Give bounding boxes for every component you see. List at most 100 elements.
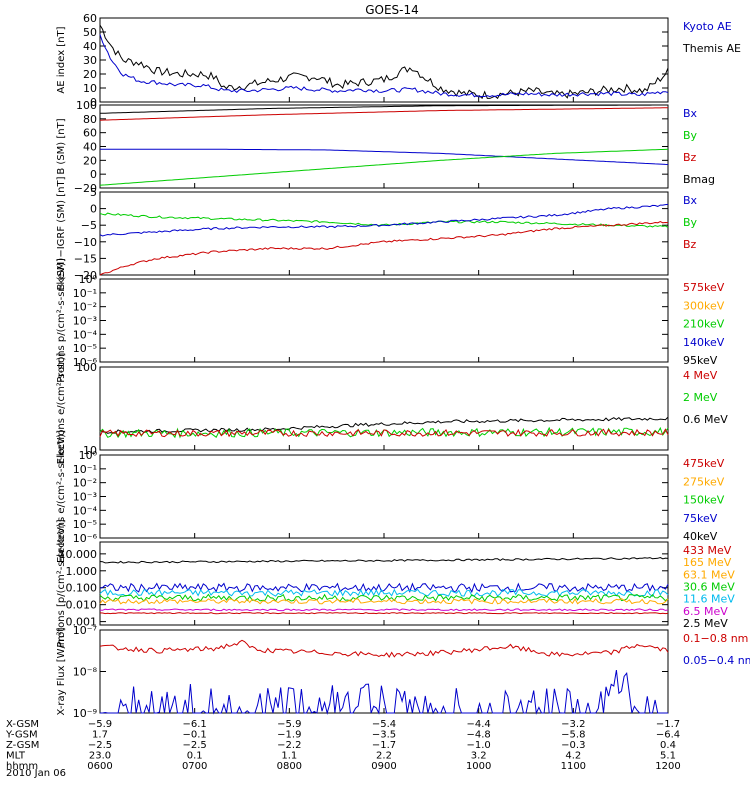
y-tick-label: 0: [90, 168, 97, 181]
legend-entry: 475keV: [683, 457, 725, 470]
x-tick-label: 1000: [466, 761, 491, 772]
y-tick-label: 0.010: [66, 599, 98, 612]
x-tick-label: −1.0: [467, 740, 491, 751]
y-tick-label: 10⁻⁶: [73, 532, 98, 545]
x-row-label: hhmm: [6, 761, 38, 772]
y-tick-label: 10⁻⁵: [73, 342, 97, 355]
x-tick-label: −1.7: [372, 740, 396, 751]
legend-entry: 40keV: [683, 530, 718, 543]
legend-entry: 433 MeV: [683, 544, 732, 557]
legend-entry: 165 MeV: [683, 556, 732, 569]
y-tick-label: 0: [90, 203, 97, 216]
legend-entry: 300keV: [683, 299, 725, 312]
series-line-Bz: [99, 220, 669, 276]
y-tick-label: 10⁻²: [73, 301, 97, 314]
y-tick-label: 5: [90, 186, 97, 199]
x-axis-table: X-GSMY-GSMZ-GSMMLThhmm−5.91.7−2.523.0060…: [5, 719, 681, 779]
legend-entry: 30.6 MeV: [683, 581, 735, 594]
y-tick-label: 10⁻⁹: [73, 707, 97, 720]
x-tick-label: 0900: [371, 761, 396, 772]
y-tick-label: 10⁻⁶: [73, 356, 98, 369]
x-tick-label: 1.7: [92, 730, 108, 741]
x-tick-label: −1.7: [656, 719, 680, 730]
legend-entry: 2.5 MeV: [683, 617, 728, 630]
x-row-label: Y-GSM: [5, 730, 38, 741]
x-tick-label: 0800: [277, 761, 302, 772]
y-tick-label: 20: [83, 154, 97, 167]
legend-entry: 140keV: [683, 336, 725, 349]
y-tick-label: 50: [83, 26, 97, 39]
y-tick-label: 10: [83, 444, 97, 457]
x-tick-label: 4.2: [565, 751, 581, 762]
y-axis-label: B (SM) [nT]: [56, 118, 67, 174]
series-line-By: [99, 212, 669, 228]
y-tick-label: 100: [76, 99, 97, 112]
y-tick-label: 0.001: [66, 616, 98, 629]
x-tick-label: 0700: [182, 761, 207, 772]
y-tick-label: 10.000: [59, 548, 98, 561]
x-tick-label: −5.8: [561, 730, 585, 741]
series-line-Bz: [99, 107, 668, 121]
series-line-4 MeV: [99, 428, 669, 438]
series-line-Bx: [99, 203, 669, 237]
x-tick-label: 0.1: [187, 751, 203, 762]
y-tick-label: −20: [74, 182, 97, 195]
x-tick-label: −5.9: [88, 719, 112, 730]
legend-entry: Kyoto AE: [683, 20, 732, 33]
panel-frame: [99, 366, 669, 451]
legend-entry: Bz: [683, 238, 697, 251]
x-tick-label: −4.8: [467, 730, 491, 741]
x-tick-label: −4.4: [467, 719, 491, 730]
legend-entry: 0.05−0.4 nm: [683, 654, 750, 667]
legend-entry: 275keV: [683, 475, 725, 488]
y-tick-label: 10⁰: [79, 449, 98, 462]
y-tick-label: 40: [83, 141, 97, 154]
x-tick-label: 0600: [87, 761, 112, 772]
legend-entry: Bmag: [683, 173, 715, 186]
y-tick-label: 60: [83, 12, 97, 25]
x-tick-label: 1200: [655, 761, 680, 772]
y-tick-label: 10⁻⁵: [73, 518, 97, 531]
x-tick-label: −2.2: [277, 740, 301, 751]
y-tick-label: 20: [83, 68, 97, 81]
series-line-433 MeV: [99, 612, 669, 615]
x-tick-label: −3.5: [372, 730, 396, 741]
series-line-Themis AE: [99, 24, 669, 100]
legend-entry: Bx: [683, 194, 698, 207]
series-line-By: [99, 148, 669, 186]
date-label: 2010 Jan 06: [6, 768, 66, 779]
x-row-label: Z-GSM: [6, 740, 39, 751]
y-tick-label: 10⁻⁴: [73, 504, 98, 517]
y-tick-label: 1.000: [66, 565, 98, 578]
series-line-30.6 MeV: [99, 593, 669, 603]
y-tick-label: 0.100: [66, 582, 98, 595]
legend-entry: By: [683, 129, 698, 142]
x-tick-label: 1.1: [281, 751, 297, 762]
series-line-Bx: [100, 148, 669, 165]
y-tick-label: 30: [83, 54, 97, 67]
y-tick-label: 10⁻⁷: [73, 624, 97, 637]
y-tick-label: 10: [83, 82, 97, 95]
series-line-Kyoto AE: [99, 34, 669, 98]
x-tick-label: −5.4: [372, 719, 396, 730]
y-tick-label: 10⁻⁴: [73, 328, 98, 341]
legend-entry: 150keV: [683, 494, 725, 507]
x-tick-label: −2.5: [88, 740, 112, 751]
y-tick-label: 10⁻¹: [73, 463, 97, 476]
panel-5: 100 10 Electrons e/(cm²-s-sr)] 4 MeV 2 MeV 0.…: [56, 353, 728, 465]
legend-entry: Bz: [683, 151, 697, 164]
y-axis-label: Protons p/(cm²-s-sr-keV)]: [56, 258, 67, 383]
y-tick-label: −5: [81, 219, 97, 232]
panel-frame: [99, 278, 669, 363]
x-tick-label: 2.2: [376, 751, 392, 762]
legend-entry: 11.6 MeV: [683, 593, 735, 606]
panel-8: 10⁻⁷ 10⁻⁸ 10⁻⁹ X-ray Flux [W/m²] 0.1−0.8 nm 0…: [56, 624, 750, 720]
x-tick-label: −6.1: [183, 719, 207, 730]
panel-frame: [99, 17, 669, 103]
y-axis-label: B (SM)−IGRF (SM) [nT]: [56, 176, 67, 290]
legend-entry: By: [683, 216, 698, 229]
legend-entry: 0.6 MeV: [683, 413, 728, 426]
